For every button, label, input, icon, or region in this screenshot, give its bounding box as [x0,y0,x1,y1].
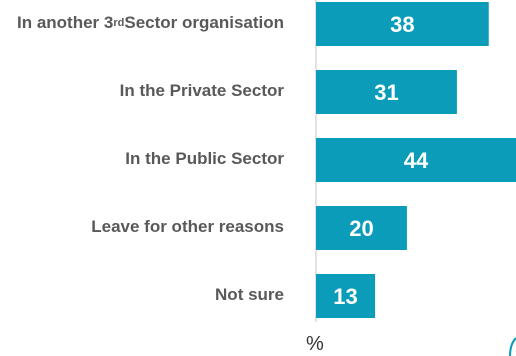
bar-value-label: 20 [349,216,373,241]
bar [316,2,489,46]
x-axis-unit-label: % [306,333,324,355]
decorative-arc [509,337,516,356]
bar [316,138,516,182]
category-label: Not sure [215,285,284,304]
category-label: In the Private Sector [119,81,284,100]
category-label: In another 3rdSector organisation [17,13,284,32]
bar [316,206,407,250]
bar-value-label: 44 [404,148,429,173]
bar-value-label: 38 [390,12,414,37]
category-label: In the Public Sector [125,149,284,168]
bar [316,70,457,114]
bar [316,274,376,318]
category-label-superscript: rd [113,17,125,29]
category-label: Leave for other reasons [91,217,284,236]
bar-value-label: 31 [374,80,398,105]
bar-value-label: 13 [333,284,357,309]
